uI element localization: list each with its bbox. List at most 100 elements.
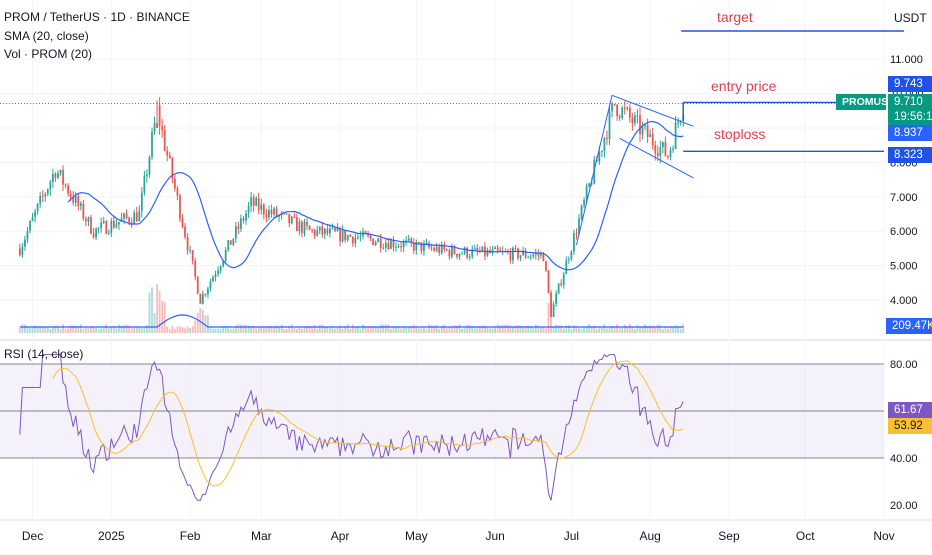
volume-bar [280,324,283,333]
volume-bar [219,328,222,333]
candle-body [166,150,169,156]
volume-bar [545,328,547,333]
stoploss-annotation[interactable]: stoploss [714,126,766,142]
volume-bar [494,326,497,333]
volume-bar [644,324,646,333]
candle-body [395,246,397,248]
volume-bar [400,328,402,333]
candle-body [112,220,115,228]
candle-body [453,246,456,254]
volume-bar [176,326,179,333]
candle-body [107,233,110,235]
candle-body [524,250,527,258]
candle-body [191,250,194,261]
candle-body [537,253,540,256]
currency-label[interactable]: USDT [894,11,927,25]
volume-bar [301,328,303,333]
time-tick-label: Oct [796,529,815,543]
candle-body [387,242,390,249]
candle-body [547,270,550,293]
volume-bar [339,325,341,333]
candle-body [585,186,588,200]
candle-body [323,228,326,235]
symbol-legend[interactable]: PROM / TetherUS · 1D · BINANCE [4,10,190,24]
volume-bar [285,328,288,333]
candle-body [636,115,639,117]
candle-body [79,203,82,207]
candle-body [179,195,181,219]
candle-body [44,194,47,197]
volume-bar [166,326,169,333]
volume-bar [598,326,601,333]
volume-bar [107,328,110,333]
volume-bar [59,328,62,333]
candle-body [148,157,151,175]
candle-body [623,107,626,109]
volume-bar [46,328,49,333]
volume-bar [331,325,334,333]
candle-body [626,107,629,109]
candle-body [555,293,558,305]
price-tick-label: 6.000 [890,226,918,238]
candle-body [268,209,270,218]
candle-body [354,237,357,244]
candle-body [600,150,603,153]
rsi-legend[interactable]: RSI (14, close) [4,347,84,361]
sma-legend[interactable]: SMA (20, close) [4,29,89,43]
candle-body [234,226,237,239]
entry-price-annotation[interactable]: entry price [711,78,777,94]
candle-body [570,251,573,260]
candle-body [608,111,611,140]
volume-bar [72,325,75,333]
candle-body [77,196,80,207]
volume-bar [583,327,585,333]
volume-bar [486,327,489,333]
volume-bar [207,315,209,333]
candle-body [240,218,242,229]
volume-bar [570,328,573,333]
volume-bar [31,326,34,333]
candle-body [283,212,286,214]
volume-bar [362,324,364,333]
volume-bar [611,325,613,333]
time-tick-label: Sep [718,529,740,543]
volume-bar [158,290,161,333]
volume-bar [227,327,230,333]
volume-bar [524,325,527,333]
candle-body [67,185,70,194]
candle-body [316,230,319,236]
candle-body [407,238,410,241]
volume-bar [250,326,253,333]
time-tick-label: 2025 [98,529,125,543]
volume-bar [191,326,194,333]
volume-bar [135,326,138,333]
candle-body [374,242,377,246]
stoploss-price-tag: 8.323 [888,147,932,163]
candle-body [456,253,458,257]
last-price-tag: 9.710 [888,94,932,110]
candle-body [649,134,652,138]
volume-bar [448,326,451,333]
candle-body [621,107,624,118]
volume-bar [616,324,619,333]
volume-bar [311,326,314,333]
rsi-line [19,353,684,501]
candle-body [420,242,423,252]
candle-body [519,255,522,259]
volume-bar [547,303,550,333]
candle-body [461,253,463,255]
volume-legend[interactable]: Vol · PROM (20) [4,47,93,61]
candle-body [583,199,585,206]
candle-body [257,198,260,210]
volume-bar [623,324,626,333]
candle-body [59,169,62,174]
target-annotation[interactable]: target [717,9,753,25]
candle-body [440,244,443,254]
volume-bar [631,327,634,333]
volume-bar [565,325,568,333]
volume-bar [69,325,72,333]
volume-bar [123,325,125,333]
candle-body [201,294,204,304]
